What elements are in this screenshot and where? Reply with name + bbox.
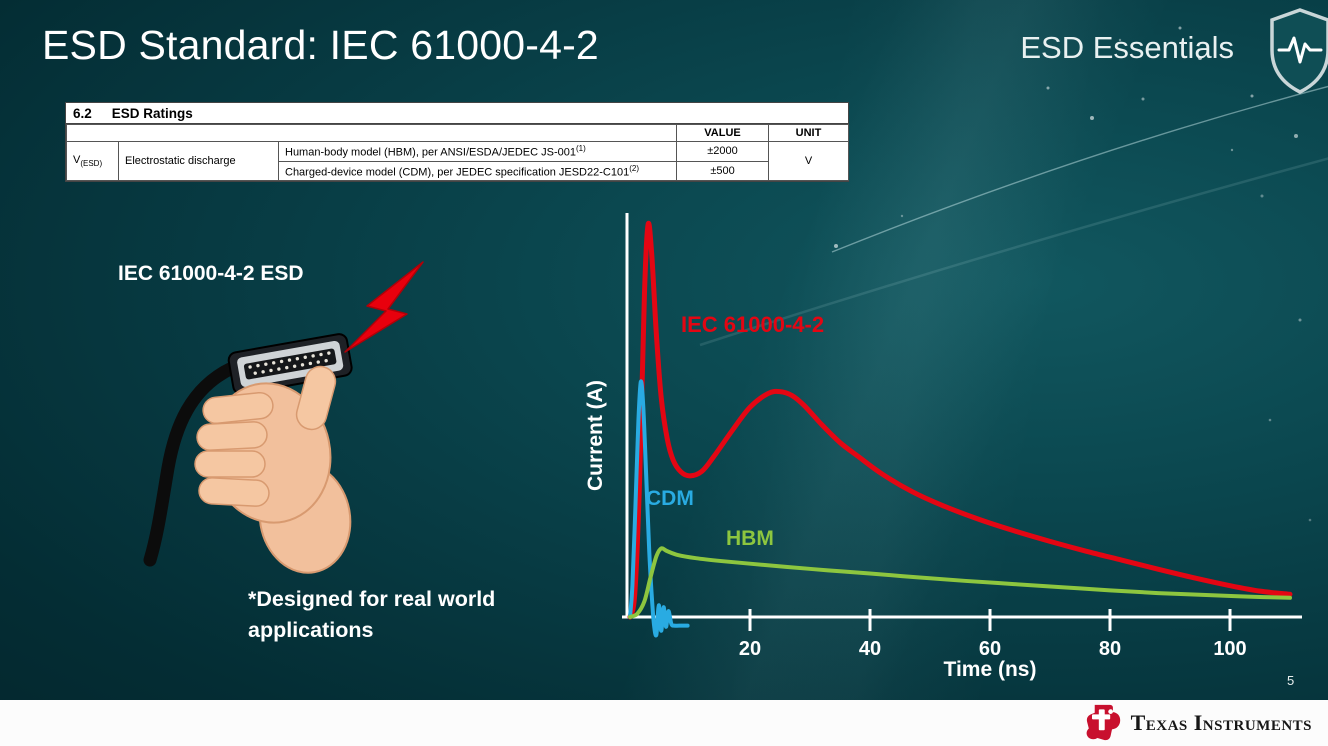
series-label-iec: IEC 61000-4-2 <box>681 312 825 337</box>
param-symbol-cell: V(ESD) <box>66 140 119 182</box>
ti-wordmark: Texas Instruments <box>1130 710 1312 735</box>
series-curve-hbm <box>628 546 1292 619</box>
header-spacer-cell <box>65 124 678 142</box>
ratings-header-row: VALUE UNIT <box>65 124 850 142</box>
unit-column-header: UNIT <box>768 124 850 142</box>
hand <box>194 365 352 574</box>
star-dots <box>834 26 1312 522</box>
series-curve-iec-61000-4-2 <box>627 220 1293 620</box>
unit-cell: V <box>768 140 850 182</box>
esd-shield-icon <box>1270 8 1328 94</box>
footer-bar: Texas Instruments <box>0 700 1328 746</box>
hbm-value-cell: ±2000 <box>676 141 770 162</box>
series-label-cdm: CDM <box>646 487 694 510</box>
hbm-description: Human-body model (HBM), per ANSI/ESDA/JE… <box>285 146 576 159</box>
esd-ratings-table: 6.2 ESD Ratings VALUE UNIT V(ESD) Electr… <box>65 102 850 183</box>
cable <box>143 361 239 567</box>
page-number: 5 <box>1287 673 1295 688</box>
section-number: 6.2 <box>73 106 92 121</box>
hbm-footnote: (1) <box>576 144 586 153</box>
cdm-value-cell: ±500 <box>676 160 770 182</box>
table-row: Charged-device model (CDM), per JEDEC sp… <box>67 160 849 182</box>
value-column-header: VALUE <box>676 124 770 142</box>
x-axis-label: Time (ns) <box>943 658 1037 681</box>
cdm-footnote: (2) <box>629 163 639 173</box>
param-symbol: V <box>73 154 81 167</box>
texas-instruments-logo: Texas Instruments <box>1082 703 1312 743</box>
series-label-hbm: HBM <box>726 527 774 550</box>
ratings-grid: VALUE UNIT V(ESD) Electrostatic discharg… <box>65 124 850 182</box>
param-name-cell: Electrostatic discharge <box>118 140 279 182</box>
ratings-section-header: 6.2 ESD Ratings <box>66 103 848 124</box>
table-row: V(ESD) Electrostatic discharge Human-bod… <box>66 140 850 182</box>
hbm-description-cell: Human-body model (HBM), per ANSI/ESDA/JE… <box>277 141 678 162</box>
hand-hdmi-esd-illustration <box>143 261 424 574</box>
cdm-description: Charged-device model (CDM), per JEDEC sp… <box>285 166 630 179</box>
esd-lightning-bolt-icon <box>344 261 424 353</box>
param-symbol-subscript: (ESD) <box>80 159 103 169</box>
x-tick-label: 40 <box>859 638 881 660</box>
x-tick-label: 80 <box>1099 638 1121 660</box>
y-axis-label: Current (A) <box>584 380 607 491</box>
cdm-description-cell: Charged-device model (CDM), per JEDEC sp… <box>277 160 678 182</box>
page-title: ESD Standard: IEC 61000-4-2 <box>42 22 599 68</box>
section-title: ESD Ratings <box>111 106 193 121</box>
x-tick-label: 100 <box>1213 638 1246 660</box>
designed-for-real-world-caption: *Designed for real world applications <box>248 587 496 643</box>
series-brand-title: ESD Essentials <box>1020 30 1234 65</box>
ti-bug-icon <box>1086 704 1120 741</box>
x-tick-label: 60 <box>979 638 1001 660</box>
iec-esd-label: IEC 61000-4-2 ESD <box>118 262 304 285</box>
x-tick-label: 20 <box>739 638 761 660</box>
